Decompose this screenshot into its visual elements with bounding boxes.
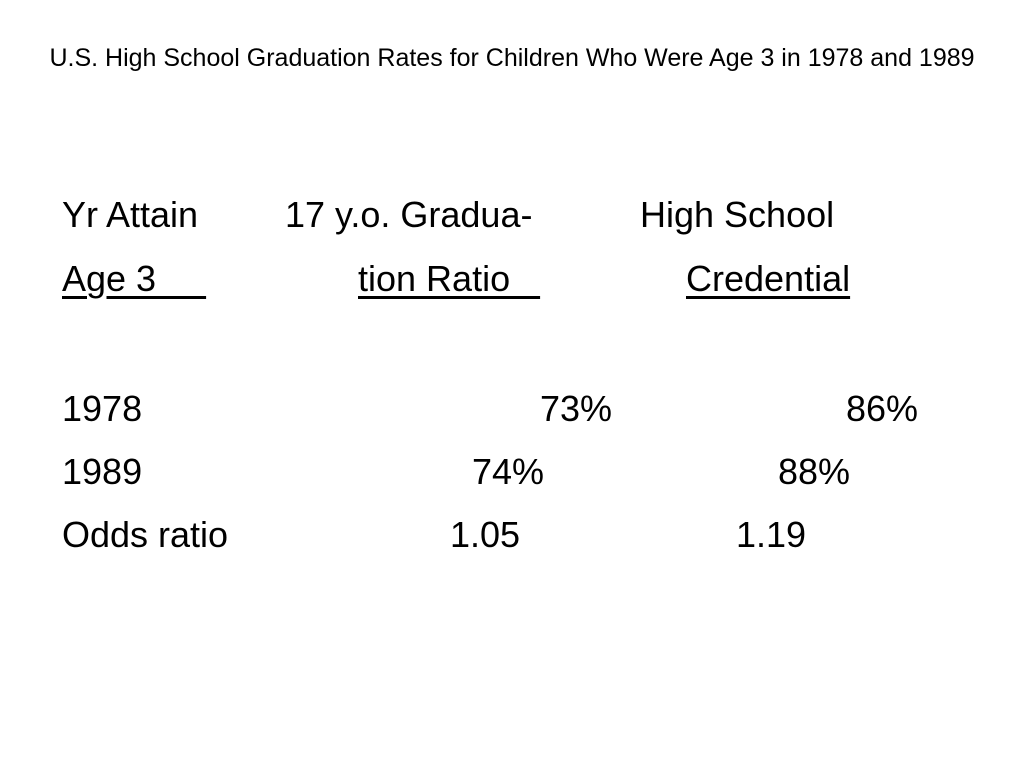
header-row-1: Yr Attain 17 y.o. Gradua- High School xyxy=(0,190,1024,240)
header-age-3: Age 3 xyxy=(62,258,207,299)
row-label: 1989 xyxy=(62,451,143,492)
header-grad-ratio: 17 y.o. Gradua- xyxy=(285,194,533,235)
row-label: Odds ratio xyxy=(62,514,229,555)
grad-ratio-value: 1.05 xyxy=(450,514,521,555)
header-credential: Credential xyxy=(686,258,851,299)
credential-value: 86% xyxy=(846,388,919,429)
header-row-2: Age 3 tion Ratio Credential xyxy=(0,254,1024,304)
header-high-school: High School xyxy=(640,194,835,235)
grad-ratio-value: 73% xyxy=(540,388,613,429)
credential-value: 1.19 xyxy=(736,514,807,555)
header-year-attain: Yr Attain xyxy=(62,194,199,235)
header-tion-ratio: tion Ratio xyxy=(358,258,541,299)
table-row: Odds ratio 1.05 1.19 xyxy=(0,510,1024,560)
slide-title: U.S. High School Graduation Rates for Ch… xyxy=(49,44,975,72)
row-label: 1978 xyxy=(62,388,143,429)
credential-value: 88% xyxy=(778,451,851,492)
grad-ratio-value: 74% xyxy=(472,451,545,492)
table-row: 1989 74% 88% xyxy=(0,447,1024,497)
table-row: 1978 73% 86% xyxy=(0,384,1024,434)
